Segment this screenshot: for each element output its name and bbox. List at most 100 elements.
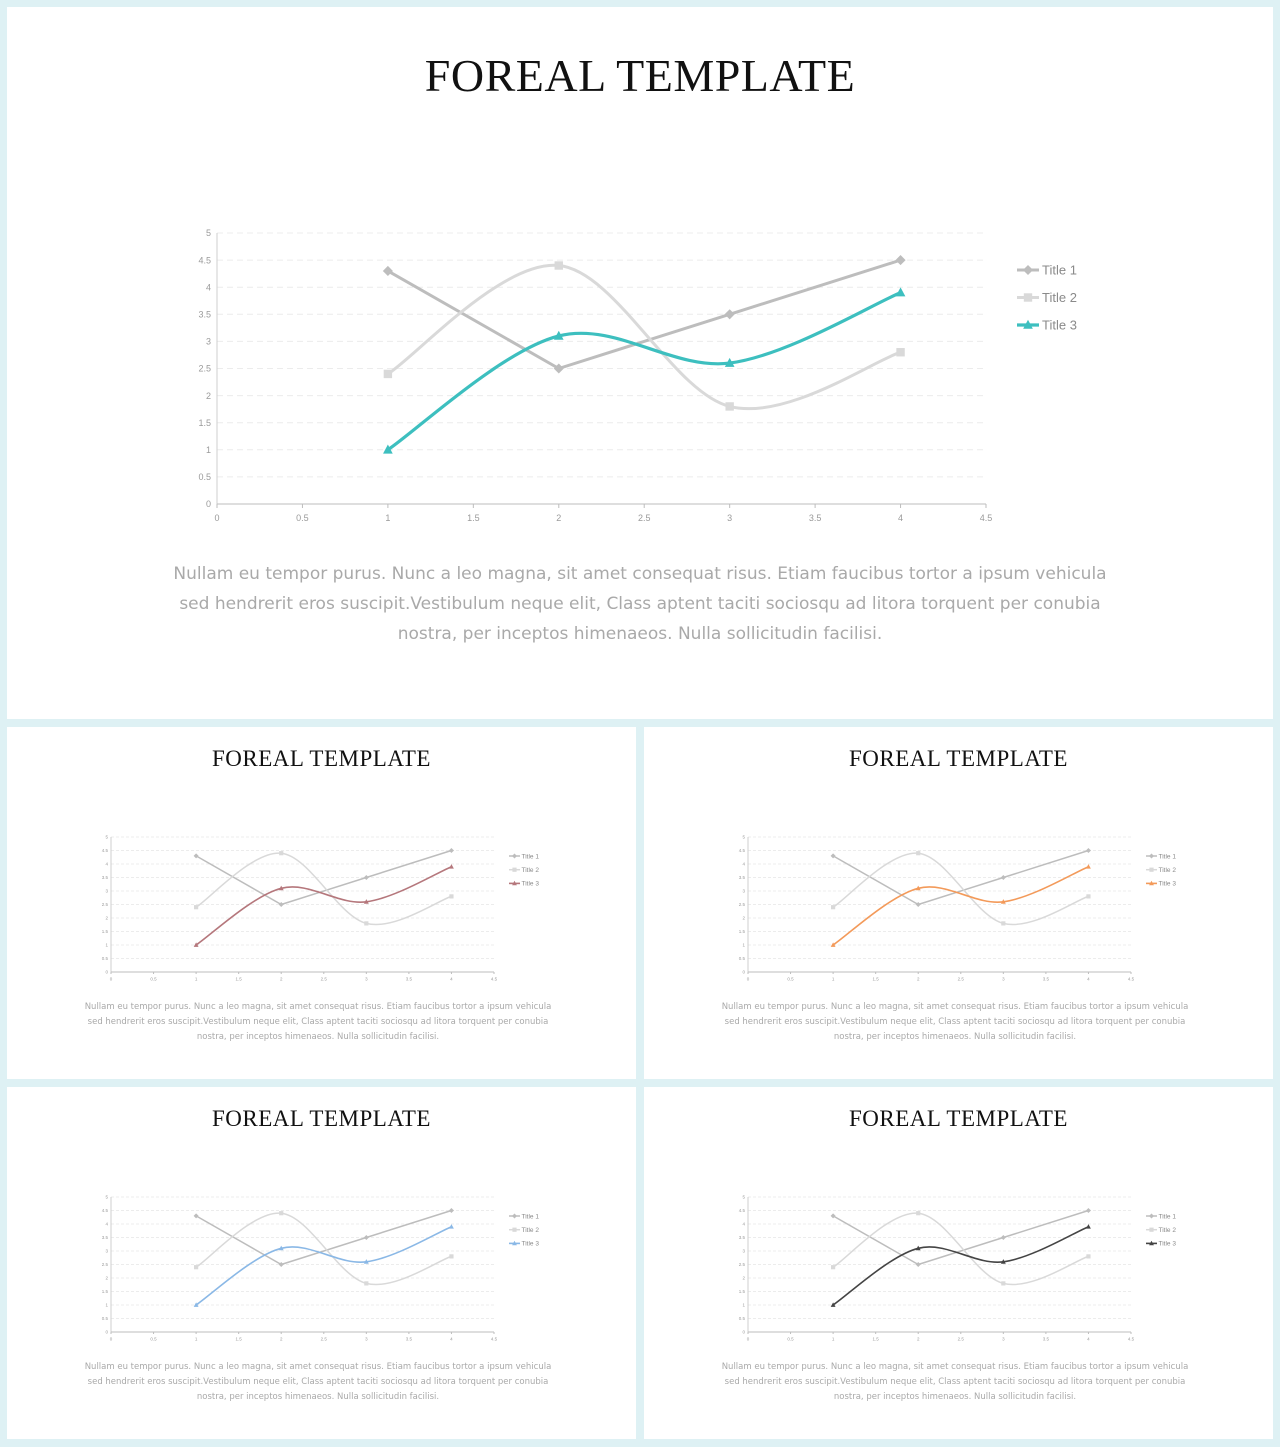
y-tick-label: 0 <box>742 970 745 975</box>
x-tick-label: 0.5 <box>150 977 157 982</box>
y-tick-label: 5 <box>742 1195 745 1200</box>
slide-variant-blue: FOREAL TEMPLATE 0 0.5 1 1.5 2 2.5 3 3.5 4 4.5 5 0 0.… <box>7 1087 636 1439</box>
data-point-series-3 <box>1000 1259 1006 1264</box>
data-point-series-3 <box>278 1245 284 1251</box>
slide-title: FOREAL TEMPLATE <box>849 1106 1068 1131</box>
y-tick-label: 4.5 <box>198 255 211 265</box>
line-chart: 0 0.5 1 1.5 2 2.5 3 3.5 4 4.5 5 0 0.5 1 1.5 2 2.5 3 3.5 4 4.… <box>739 835 1177 982</box>
y-tick-label: 2 <box>105 916 108 921</box>
x-tick-label: 1 <box>195 977 198 982</box>
y-tick-label: 1 <box>742 943 745 948</box>
x-tick-label: 4.5 <box>1128 1337 1135 1342</box>
data-point-series-3 <box>449 1224 454 1229</box>
legend-marker-icon <box>511 1213 518 1219</box>
legend-label: Title 3 <box>1159 1241 1177 1248</box>
data-point-series-2 <box>831 905 836 910</box>
x-tick-label: 0.5 <box>296 513 309 523</box>
x-tick-label: 3 <box>1002 977 1005 982</box>
legend-marker-icon <box>1022 264 1034 276</box>
data-point-series-2 <box>1001 1281 1006 1286</box>
data-point-series-1 <box>915 1261 921 1268</box>
x-tick-label: 2.5 <box>958 977 965 982</box>
data-point-series-2 <box>1001 921 1006 926</box>
y-tick-label: 2 <box>206 391 211 401</box>
y-tick-label: 1.5 <box>102 1289 109 1294</box>
y-tick-label: 0 <box>105 970 108 975</box>
x-tick-label: 2 <box>917 1337 920 1342</box>
data-point-series-1 <box>724 309 735 320</box>
legend-marker-icon <box>1149 880 1154 886</box>
x-tick-label: 0 <box>747 1337 750 1342</box>
y-tick-label: 3.5 <box>198 309 211 319</box>
data-point-series-2 <box>1086 1254 1091 1259</box>
y-tick-label: 3.5 <box>739 1235 746 1240</box>
y-tick-label: 2.5 <box>102 1262 109 1267</box>
y-tick-label: 5 <box>105 1195 108 1200</box>
x-tick-label: 1.5 <box>467 513 480 523</box>
slide-caption: Nullam eu tempor purus. Nunc a leo magna… <box>721 1362 1189 1402</box>
y-tick-label: 1 <box>742 1303 745 1308</box>
y-tick-label: 1 <box>105 1303 108 1308</box>
x-tick-label: 2.5 <box>638 513 651 523</box>
y-tick-label: 5 <box>105 835 108 840</box>
data-point-series-3 <box>724 357 735 367</box>
series-line-1 <box>386 258 903 370</box>
y-tick-label: 0 <box>742 1330 745 1335</box>
data-point-series-2 <box>896 348 905 357</box>
data-point-series-2 <box>554 261 563 270</box>
x-tick-label: 3.5 <box>1043 977 1050 982</box>
y-tick-label: 4.5 <box>739 848 746 853</box>
data-point-series-2 <box>449 1254 454 1259</box>
series-line-3 <box>832 865 1090 946</box>
legend-label: Title 3 <box>1042 318 1077 333</box>
legend-label: Title 3 <box>522 1241 540 1248</box>
slide-title: FOREAL TEMPLATE <box>212 746 431 771</box>
series-line-3 <box>832 1225 1090 1306</box>
y-tick-label: 3 <box>206 337 211 347</box>
series-line-2 <box>832 852 1090 926</box>
data-point-series-2 <box>364 1281 369 1286</box>
legend-marker-icon <box>1149 1227 1154 1232</box>
data-point-series-1 <box>553 363 564 374</box>
x-tick-label: 2 <box>556 513 561 523</box>
series-line-1 <box>195 1209 453 1266</box>
y-tick-label: 3 <box>105 1249 108 1254</box>
x-tick-label: 0 <box>214 513 219 523</box>
data-point-series-2 <box>725 402 734 411</box>
y-tick-label: 1 <box>105 943 108 948</box>
legend-label: Title 2 <box>1159 1227 1177 1234</box>
x-tick-label: 2.5 <box>321 977 328 982</box>
legend-label: Title 2 <box>522 867 540 874</box>
data-point-series-2 <box>449 894 454 899</box>
data-point-series-2 <box>383 369 393 379</box>
legend-marker-icon <box>512 1227 517 1232</box>
series-line-3 <box>195 865 453 946</box>
slide-caption: Nullam eu tempor purus. Nunc a leo magna… <box>173 564 1107 644</box>
x-tick-label: 0.5 <box>787 1337 794 1342</box>
data-point-series-1 <box>448 1207 454 1214</box>
data-point-series-1 <box>1000 1234 1006 1241</box>
y-tick-label: 4.5 <box>102 1208 109 1213</box>
data-point-series-3 <box>830 942 836 947</box>
x-tick-label: 1 <box>385 513 390 523</box>
y-tick-label: 3.5 <box>739 875 746 880</box>
slide-title: FOREAL TEMPLATE <box>212 1106 431 1131</box>
legend-marker-icon <box>511 853 518 859</box>
y-tick-label: 4 <box>105 1222 108 1227</box>
legend-marker-icon <box>1149 867 1154 872</box>
series-line-1 <box>832 1209 1090 1266</box>
legend-marker-icon <box>512 880 517 886</box>
data-point-series-1 <box>1085 847 1091 854</box>
y-tick-label: 3.5 <box>102 875 109 880</box>
data-point-series-2 <box>831 1265 836 1270</box>
legend-marker-icon <box>1023 293 1033 302</box>
data-point-series-2 <box>279 851 284 856</box>
data-point-series-2 <box>916 1211 921 1216</box>
y-tick-label: 2.5 <box>739 902 746 907</box>
x-tick-label: 3.5 <box>809 513 822 523</box>
y-tick-label: 0 <box>105 1330 108 1335</box>
data-point-series-3 <box>193 1302 199 1307</box>
slide-caption: Nullam eu tempor purus. Nunc a leo magna… <box>84 1002 552 1042</box>
x-tick-label: 4 <box>450 1337 453 1342</box>
x-tick-label: 2 <box>280 1337 283 1342</box>
